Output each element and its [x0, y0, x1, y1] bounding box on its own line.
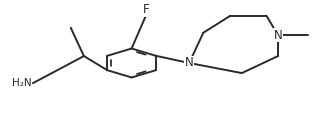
Text: N: N — [185, 56, 193, 70]
Text: N: N — [274, 29, 282, 42]
Text: F: F — [143, 3, 150, 16]
Text: H₂N: H₂N — [12, 78, 31, 88]
